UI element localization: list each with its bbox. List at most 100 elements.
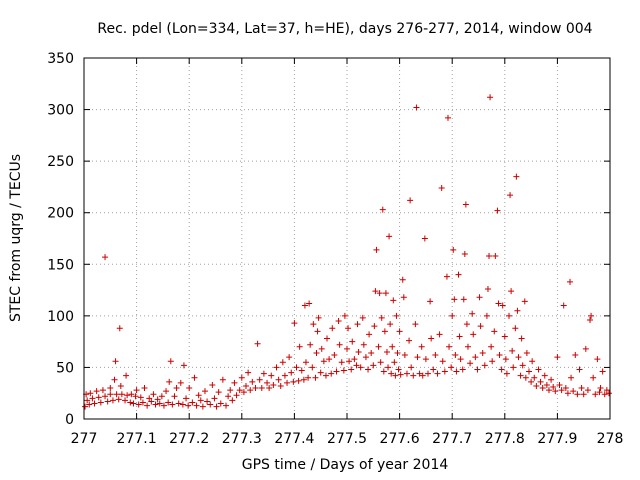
data-point bbox=[517, 372, 524, 379]
data-point bbox=[582, 345, 589, 352]
y-tick-label: 100 bbox=[47, 309, 74, 325]
data-point bbox=[328, 370, 335, 377]
data-point bbox=[494, 207, 501, 214]
data-point bbox=[584, 387, 591, 394]
data-point bbox=[127, 399, 134, 406]
data-point bbox=[518, 335, 525, 342]
data-point bbox=[597, 385, 604, 392]
data-point bbox=[502, 356, 509, 363]
data-point bbox=[498, 366, 505, 373]
data-point bbox=[383, 348, 390, 355]
data-point bbox=[425, 370, 432, 377]
data-point bbox=[603, 387, 610, 394]
data-point bbox=[560, 302, 567, 309]
data-point bbox=[312, 374, 319, 381]
data-point bbox=[470, 331, 477, 338]
data-point bbox=[87, 390, 94, 397]
data-point bbox=[167, 358, 174, 365]
y-tick-label: 0 bbox=[65, 412, 74, 428]
data-point bbox=[416, 370, 423, 377]
data-point bbox=[152, 401, 159, 408]
data-point bbox=[590, 374, 597, 381]
data-point bbox=[185, 402, 192, 409]
data-point bbox=[422, 356, 429, 363]
data-point bbox=[279, 359, 286, 366]
data-point bbox=[249, 378, 256, 385]
y-axis-title: STEC from uqrg / TECUs bbox=[8, 154, 24, 322]
data-point bbox=[284, 379, 291, 386]
data-point bbox=[515, 354, 522, 361]
data-point bbox=[348, 366, 355, 373]
data-point bbox=[477, 323, 484, 330]
data-point bbox=[322, 372, 329, 379]
data-point bbox=[109, 397, 116, 404]
data-point bbox=[427, 298, 434, 305]
data-point bbox=[372, 288, 379, 295]
data-point bbox=[446, 343, 453, 350]
data-point bbox=[355, 348, 362, 355]
data-point bbox=[537, 378, 544, 385]
data-point bbox=[438, 184, 445, 191]
data-point bbox=[387, 321, 394, 328]
data-point bbox=[353, 362, 360, 369]
y-tick-label: 250 bbox=[47, 154, 74, 170]
data-point bbox=[453, 368, 460, 375]
data-point bbox=[344, 345, 350, 352]
data-point bbox=[469, 310, 476, 317]
data-point bbox=[533, 382, 540, 389]
data-point bbox=[217, 400, 224, 407]
data-point bbox=[443, 273, 450, 280]
x-tick-label: 277.7 bbox=[432, 431, 472, 447]
data-point bbox=[407, 197, 414, 204]
data-point bbox=[489, 358, 496, 365]
data-point bbox=[403, 370, 410, 377]
data-point bbox=[564, 390, 571, 397]
data-point bbox=[393, 312, 400, 319]
data-point bbox=[375, 343, 382, 350]
data-point bbox=[315, 314, 322, 321]
data-point bbox=[310, 321, 317, 328]
data-point bbox=[146, 395, 153, 402]
data-point bbox=[588, 312, 595, 319]
data-point bbox=[525, 368, 532, 375]
data-point bbox=[410, 372, 417, 379]
data-point bbox=[300, 376, 307, 383]
data-point bbox=[91, 400, 98, 407]
data-point bbox=[362, 354, 369, 361]
data-point bbox=[183, 395, 190, 402]
data-point bbox=[479, 349, 486, 356]
data-point bbox=[173, 385, 180, 392]
data-point bbox=[365, 366, 372, 373]
data-points bbox=[82, 94, 612, 410]
data-point bbox=[545, 387, 552, 394]
data-point bbox=[273, 364, 280, 371]
data-point bbox=[99, 387, 106, 394]
data-point bbox=[556, 381, 563, 388]
data-point bbox=[503, 370, 510, 377]
data-point bbox=[510, 364, 517, 371]
data-point bbox=[492, 253, 499, 260]
data-point bbox=[186, 385, 193, 392]
data-point bbox=[266, 385, 273, 392]
x-tick-labels: 277 277.1 277.2 277.3 277.4 277.5 277.6 277.7 27… bbox=[71, 431, 624, 447]
data-point bbox=[102, 254, 109, 261]
data-point bbox=[171, 393, 178, 400]
data-point bbox=[487, 94, 494, 101]
data-point bbox=[419, 372, 426, 379]
data-point bbox=[400, 294, 407, 301]
data-point bbox=[462, 201, 469, 208]
x-tick-label: 277.9 bbox=[537, 431, 577, 447]
data-point bbox=[444, 114, 451, 121]
data-point bbox=[141, 385, 148, 392]
data-point bbox=[201, 388, 208, 395]
data-point bbox=[472, 354, 479, 361]
data-point bbox=[256, 376, 263, 383]
data-point bbox=[379, 206, 386, 213]
data-point bbox=[481, 362, 488, 369]
data-point bbox=[148, 398, 155, 405]
data-point bbox=[509, 347, 516, 354]
data-point bbox=[118, 391, 125, 398]
data-point bbox=[421, 235, 428, 242]
data-point bbox=[449, 312, 456, 319]
data-point bbox=[522, 374, 529, 381]
